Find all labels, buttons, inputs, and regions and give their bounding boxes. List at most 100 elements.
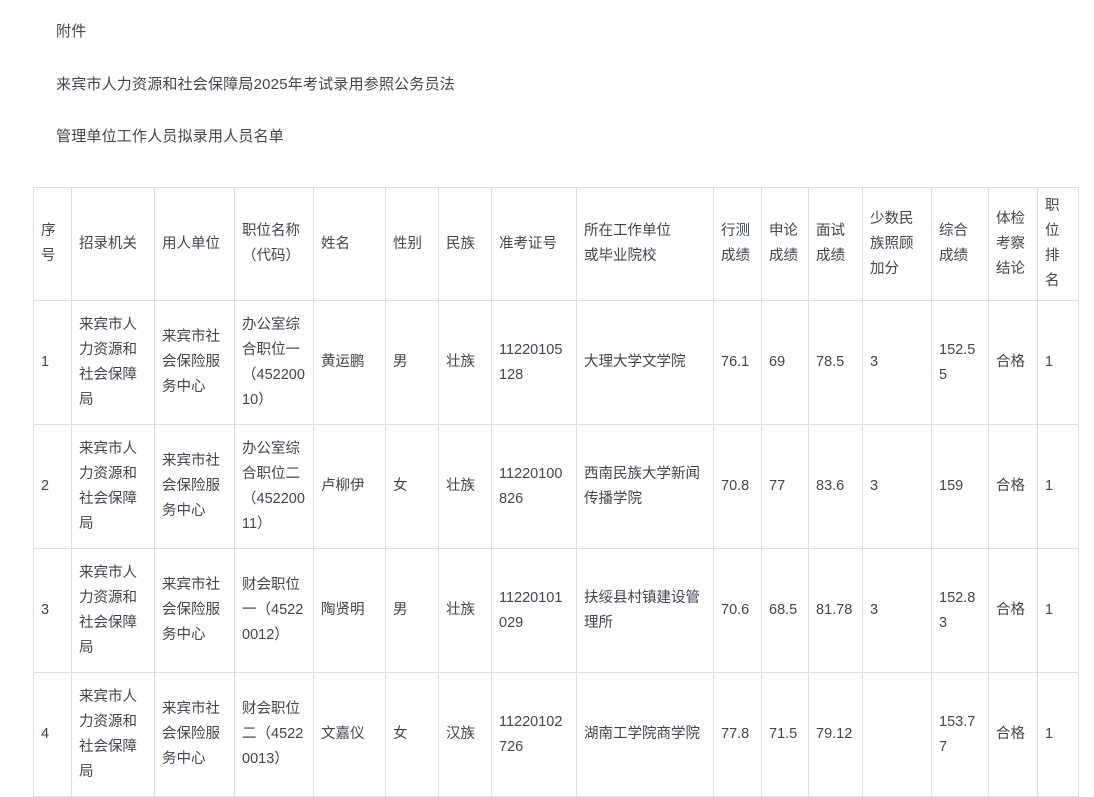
table-row: 1 来宾市人力资源和社会保障局 来宾市社会保险服务中心 办公室综合职位一（452… (33, 300, 1079, 425)
cell-name: 陶贤明 (313, 548, 386, 673)
cell-name: 黄运鹏 (313, 300, 386, 425)
cell-name: 卢柳伊 (313, 424, 386, 549)
column-header-minority-bonus: 少数民 族照顾 加分 (862, 187, 932, 301)
cell-physical-conclusion: 合格 (988, 300, 1038, 425)
column-header-total-line1: 综合 (939, 223, 968, 239)
cell-employing-unit: 来宾市社会保险服务中心 (154, 424, 235, 549)
column-header-position-line2: （代码） (242, 248, 300, 264)
attachment-label: 附件 (56, 23, 87, 40)
cell-seq: 2 (33, 424, 72, 549)
cell-physical-conclusion: 合格 (988, 672, 1038, 797)
cell-essay-score: 77 (761, 424, 809, 549)
document-title-line-1: 来宾市人力资源和社会保障局2025年考试录用参照公务员法 (56, 76, 455, 93)
column-header-school-or-unit: 所在工作单位 或毕业院校 (576, 187, 714, 301)
table-body: 1 来宾市人力资源和社会保障局 来宾市社会保险服务中心 办公室综合职位一（452… (33, 300, 1079, 797)
cell-written-score: 70.8 (713, 424, 762, 549)
table-header: 序号 招录机关 用人单位 职位名称 （代码） 姓名 性别 民族 准考证号 所在工作… (33, 187, 1079, 301)
cell-interview-score: 83.6 (808, 424, 863, 549)
cell-ticket-no: 11220102726 (491, 672, 577, 797)
column-header-position-rank: 职位 排名 (1037, 187, 1079, 301)
cell-position: 财会职位一（45220012） (234, 548, 314, 673)
cell-recruiting-agency: 来宾市人力资源和社会保障局 (71, 548, 155, 673)
column-header-recruiting-agency: 招录机关 (71, 187, 155, 301)
cell-employing-unit: 来宾市社会保险服务中心 (154, 548, 235, 673)
column-header-essay-line2: 成绩 (769, 248, 798, 264)
cell-school-or-unit: 大理大学文学院 (576, 300, 714, 425)
cell-gender: 女 (385, 672, 439, 797)
column-header-minority-line1: 少数民 (870, 210, 914, 227)
cell-position-rank: 1 (1037, 424, 1079, 549)
cell-physical-conclusion: 合格 (988, 424, 1038, 549)
cell-gender: 男 (385, 300, 439, 425)
cell-position-rank: 1 (1037, 672, 1079, 797)
cell-employing-unit: 来宾市社会保险服务中心 (154, 672, 235, 797)
cell-ethnicity: 汉族 (438, 672, 492, 797)
cell-written-score: 70.6 (713, 548, 762, 673)
cell-essay-score: 68.5 (761, 548, 809, 673)
column-header-minority-line3: 加分 (870, 260, 899, 277)
document-title-line-2: 管理单位工作人员拟录用人员名单 (56, 128, 285, 145)
table-row: 2 来宾市人力资源和社会保障局 来宾市社会保险服务中心 办公室综合职位二（452… (33, 424, 1079, 549)
cell-interview-score: 81.78 (808, 548, 863, 673)
cell-school-or-unit: 扶绥县村镇建设管理所 (576, 548, 714, 673)
column-header-ethnicity: 民族 (438, 187, 492, 301)
cell-minority-bonus: 3 (862, 424, 932, 549)
cell-minority-bonus: 3 (862, 548, 932, 673)
column-header-name: 姓名 (313, 187, 386, 301)
cell-recruiting-agency: 来宾市人力资源和社会保障局 (71, 424, 155, 549)
cell-gender: 男 (385, 548, 439, 673)
column-header-minority-line2: 族照顾 (870, 235, 914, 252)
column-header-school-line2: 或毕业院校 (584, 248, 657, 264)
roster-table-container: 序号 招录机关 用人单位 职位名称 （代码） 姓名 性别 民族 准考证号 所在工作… (0, 144, 1094, 797)
column-header-physical-line1: 体检 (996, 210, 1025, 227)
column-header-gender: 性别 (385, 187, 439, 301)
column-header-position: 职位名称 （代码） (234, 187, 314, 301)
column-header-interview-line1: 面试 (816, 223, 845, 239)
cell-seq: 1 (33, 300, 72, 425)
cell-total-score: 152.55 (931, 300, 989, 425)
column-header-rank-line2: 排名 (1045, 248, 1060, 289)
cell-minority-bonus (862, 672, 932, 797)
column-header-position-line1: 职位名称 (242, 223, 300, 239)
column-header-essay-score: 申论 成绩 (761, 187, 809, 301)
cell-essay-score: 71.5 (761, 672, 809, 797)
cell-position-rank: 1 (1037, 300, 1079, 425)
column-header-ticket-no: 准考证号 (491, 187, 577, 301)
cell-written-score: 76.1 (713, 300, 762, 425)
cell-gender: 女 (385, 424, 439, 549)
cell-position-rank: 1 (1037, 548, 1079, 673)
cell-school-or-unit: 西南民族大学新闻传播学院 (576, 424, 714, 549)
document-intro: 附件 来宾市人力资源和社会保障局2025年考试录用参照公务员法 管理单位工作人员… (0, 0, 1094, 144)
cell-minority-bonus: 3 (862, 300, 932, 425)
cell-written-score: 77.8 (713, 672, 762, 797)
cell-recruiting-agency: 来宾市人力资源和社会保障局 (71, 672, 155, 797)
column-header-total-line2: 成绩 (939, 248, 968, 264)
column-header-interview-line2: 成绩 (816, 248, 845, 264)
table-header-row: 序号 招录机关 用人单位 职位名称 （代码） 姓名 性别 民族 准考证号 所在工作… (33, 187, 1079, 301)
column-header-physical-line2: 考察 (996, 235, 1025, 252)
cell-total-score: 159 (931, 424, 989, 549)
column-header-written-line1: 行测 (721, 223, 750, 239)
cell-school-or-unit: 湖南工学院商学院 (576, 672, 714, 797)
roster-table: 序号 招录机关 用人单位 职位名称 （代码） 姓名 性别 民族 准考证号 所在工作… (33, 187, 1079, 797)
column-header-written-score: 行测 成绩 (713, 187, 762, 301)
cell-position: 办公室综合职位一（45220010） (234, 300, 314, 425)
cell-total-score: 153.77 (931, 672, 989, 797)
cell-name: 文嘉仪 (313, 672, 386, 797)
column-header-written-line2: 成绩 (721, 248, 750, 264)
column-header-seq: 序号 (33, 187, 72, 301)
column-header-school-line1: 所在工作单位 (584, 223, 671, 239)
cell-total-score: 152.83 (931, 548, 989, 673)
cell-interview-score: 79.12 (808, 672, 863, 797)
column-header-employing-unit: 用人单位 (154, 187, 235, 301)
cell-ticket-no: 11220100826 (491, 424, 577, 549)
cell-physical-conclusion: 合格 (988, 548, 1038, 673)
cell-essay-score: 69 (761, 300, 809, 425)
cell-interview-score: 78.5 (808, 300, 863, 425)
cell-seq: 3 (33, 548, 72, 673)
column-header-rank-line1: 职位 (1045, 198, 1060, 239)
cell-ticket-no: 11220105128 (491, 300, 577, 425)
column-header-interview-score: 面试 成绩 (808, 187, 863, 301)
column-header-physical-conclusion: 体检 考察 结论 (988, 187, 1038, 301)
